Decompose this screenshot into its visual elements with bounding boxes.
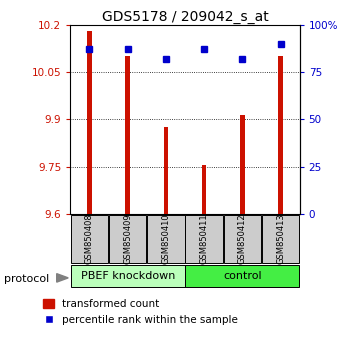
Bar xyxy=(87,31,92,214)
Bar xyxy=(240,115,245,214)
Text: GSM850412: GSM850412 xyxy=(238,213,247,264)
Bar xyxy=(223,215,261,263)
Bar xyxy=(71,265,184,287)
Text: GSM850409: GSM850409 xyxy=(123,213,132,264)
Bar xyxy=(125,56,130,214)
Text: GSM850411: GSM850411 xyxy=(200,213,209,264)
Text: control: control xyxy=(223,271,262,281)
Bar xyxy=(202,165,206,214)
Bar xyxy=(186,265,299,287)
Text: GSM850408: GSM850408 xyxy=(85,213,94,264)
Text: PBEF knockdown: PBEF knockdown xyxy=(81,271,175,281)
Text: protocol: protocol xyxy=(4,274,49,284)
Legend: transformed count, percentile rank within the sample: transformed count, percentile rank withi… xyxy=(41,297,240,327)
Text: GSM850413: GSM850413 xyxy=(276,213,285,264)
Text: GSM850410: GSM850410 xyxy=(161,213,170,264)
Bar xyxy=(71,215,108,263)
Bar xyxy=(164,127,168,214)
Polygon shape xyxy=(57,274,68,282)
Bar xyxy=(109,215,147,263)
Bar xyxy=(147,215,184,263)
Title: GDS5178 / 209042_s_at: GDS5178 / 209042_s_at xyxy=(102,10,268,24)
Bar xyxy=(186,215,223,263)
Bar xyxy=(278,56,283,214)
Bar xyxy=(262,215,299,263)
